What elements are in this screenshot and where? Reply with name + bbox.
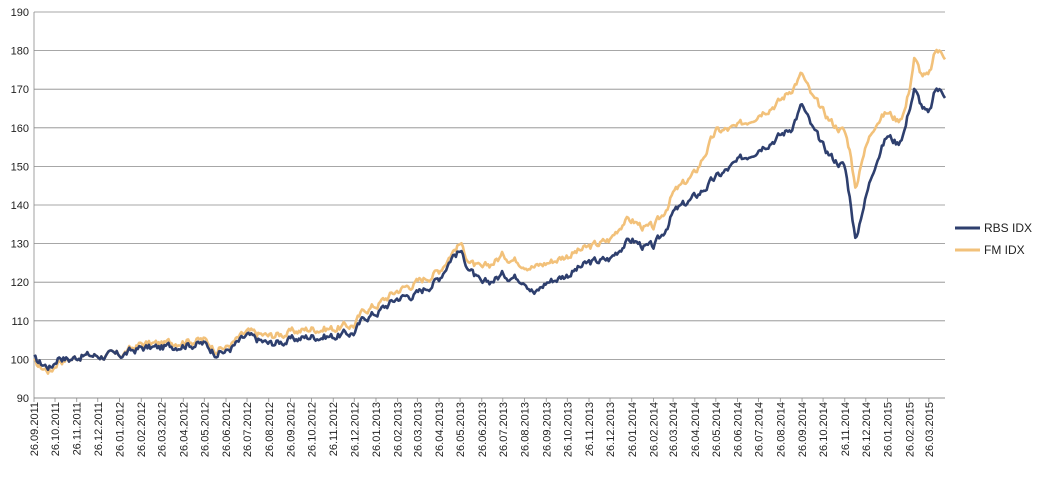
x-tick-label: 26.10.2011 xyxy=(50,402,62,456)
x-tick-label: 26.12.2014 xyxy=(861,402,873,457)
x-tick-label: 26.01.2012 xyxy=(114,402,126,457)
x-tick-label: 26.01.2014 xyxy=(627,402,639,457)
x-tick-label: 26.09.2012 xyxy=(285,402,297,457)
y-tick-label: 130 xyxy=(11,239,29,251)
y-tick-label: 90 xyxy=(17,393,29,405)
x-tick-label: 26.07.2013 xyxy=(498,402,510,457)
x-tick-label: 26.10.2014 xyxy=(818,402,830,457)
x-tick-label: 26.12.2013 xyxy=(605,402,617,457)
x-tick-label: 26.08.2013 xyxy=(520,402,532,457)
x-tick-label: 26.02.2013 xyxy=(393,402,405,457)
x-tick-label: 26.03.2013 xyxy=(412,402,424,457)
x-tick-label: 26.11.2011 xyxy=(72,402,84,455)
y-tick-label: 100 xyxy=(11,354,29,366)
x-tick-label: 26.02.2012 xyxy=(136,402,148,457)
x-tick-label: 26.09.2014 xyxy=(797,402,809,457)
y-tick-label: 180 xyxy=(11,46,29,58)
axes: 90 100 110 120 130 140 150 160 170 180 190 26.09.20… xyxy=(11,7,945,457)
x-tick-label: 26.04.2013 xyxy=(434,402,446,457)
y-tick-label: 150 xyxy=(11,161,29,173)
legend: RBS IDX FM IDX xyxy=(955,221,1032,257)
x-tick-label: 26.05.2013 xyxy=(455,402,467,457)
y-tick-label: 170 xyxy=(11,84,29,96)
x-tick-label: 26.10.2013 xyxy=(562,402,574,457)
x-tick-label: 26.01.2013 xyxy=(371,402,383,457)
series-lines xyxy=(33,48,947,375)
x-tick-label: 26.06.2012 xyxy=(221,402,233,457)
y-tick-label: 160 xyxy=(11,123,29,135)
x-tick-label: 26.12.2011 xyxy=(93,402,105,456)
x-tick-label: 26.08.2012 xyxy=(264,402,276,457)
x-tick-label: 26.02.2014 xyxy=(648,402,660,457)
series-line-fm-idx xyxy=(33,48,947,375)
gridlines xyxy=(34,11,945,399)
x-tick-label: 26.03.2014 xyxy=(668,402,680,457)
y-tick-label: 190 xyxy=(11,7,29,19)
y-tick-label: 140 xyxy=(11,200,29,212)
x-tick-label: 26.08.2014 xyxy=(775,402,787,457)
x-tick-label: 26.09.2013 xyxy=(541,402,553,457)
legend-label: FM IDX xyxy=(984,243,1025,257)
x-tick-label: 26.07.2012 xyxy=(242,402,254,457)
x-tick-label: 26.05.2012 xyxy=(199,402,211,457)
x-tick-label: 26.05.2014 xyxy=(711,402,723,457)
x-tick-label: 26.11.2013 xyxy=(584,402,596,456)
x-tick-label: 26.04.2014 xyxy=(690,402,702,457)
x-tick-label: 26.04.2012 xyxy=(178,402,190,457)
x-tick-label: 26.06.2013 xyxy=(477,402,489,457)
x-tick-label: 26.10.2012 xyxy=(307,402,319,457)
x-tick-label: 26.09.2011 xyxy=(29,402,41,456)
x-tick-label: 26.02.2015 xyxy=(904,402,916,457)
series-line-rbs-idx xyxy=(33,87,947,372)
y-tick-label: 120 xyxy=(11,277,29,289)
x-tick-label: 26.01.2015 xyxy=(883,402,895,457)
x-tick-label: 26.11.2014 xyxy=(840,402,852,456)
x-tick-label: 26.06.2014 xyxy=(733,402,745,457)
x-tick-label: 26.11.2012 xyxy=(328,402,340,456)
x-tick-label: 26.12.2012 xyxy=(349,402,361,457)
y-tick-label: 110 xyxy=(11,316,29,328)
x-tick-label: 26.07.2014 xyxy=(754,402,766,457)
x-tick-label: 26.03.2015 xyxy=(924,402,936,457)
x-tick-label: 26.03.2012 xyxy=(157,402,169,457)
legend-label: RBS IDX xyxy=(984,221,1032,235)
